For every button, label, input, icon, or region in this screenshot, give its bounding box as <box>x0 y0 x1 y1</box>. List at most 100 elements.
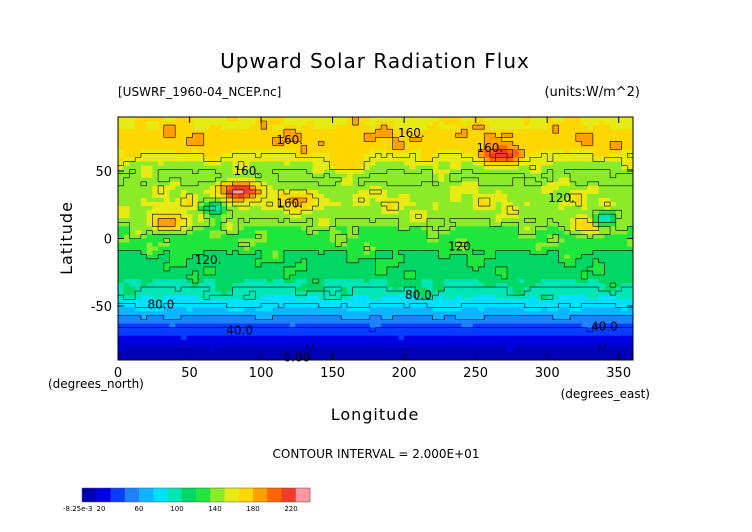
field-cell <box>501 315 508 321</box>
field-cell <box>289 230 296 236</box>
field-cell <box>129 323 136 329</box>
field-cell <box>461 295 468 300</box>
field-cell <box>272 279 279 284</box>
field-cell <box>552 189 560 195</box>
field-cell <box>587 210 594 215</box>
field-cell <box>209 295 216 300</box>
field-cell <box>243 141 251 146</box>
field-cell <box>198 214 205 219</box>
field-cell <box>455 206 462 211</box>
field-cell <box>495 319 502 325</box>
field-cell <box>415 185 422 191</box>
field-cell <box>581 169 588 175</box>
field-cell <box>444 206 451 211</box>
field-cell <box>346 165 354 171</box>
field-cell <box>575 291 583 296</box>
field-cell <box>346 270 354 276</box>
field-cell <box>564 307 571 312</box>
field-cell <box>186 283 193 288</box>
field-cell <box>570 323 577 329</box>
field-cell <box>238 169 245 175</box>
field-cell <box>301 125 308 130</box>
field-cell <box>570 242 577 248</box>
field-cell <box>598 117 605 122</box>
field-cell <box>186 254 193 260</box>
field-cell <box>558 149 565 155</box>
field-cell <box>278 125 285 130</box>
field-cell <box>409 299 417 304</box>
field-cell <box>169 198 176 203</box>
field-cell <box>203 222 211 227</box>
field-cell <box>592 250 600 256</box>
field-cell <box>501 189 508 195</box>
field-cell <box>358 283 365 288</box>
field-cell <box>530 331 537 337</box>
field-cell <box>530 279 537 284</box>
field-cell <box>438 230 445 236</box>
field-cell <box>472 299 480 304</box>
field-cell <box>472 206 480 211</box>
field-cell <box>301 339 308 345</box>
field-cell <box>427 299 434 304</box>
field-cell <box>352 242 359 248</box>
field-cell <box>146 323 153 329</box>
field-cell <box>484 274 491 280</box>
field-cell <box>221 121 228 126</box>
field-cell <box>558 161 565 167</box>
field-cell <box>352 303 359 308</box>
field-cell <box>312 210 319 215</box>
field-cell <box>592 246 600 252</box>
field-cell <box>295 202 302 207</box>
field-cell <box>581 283 588 288</box>
field-cell <box>118 266 125 272</box>
field-cell <box>198 234 205 240</box>
field-cell <box>209 149 216 155</box>
field-cell <box>501 129 508 134</box>
field-cell <box>364 311 371 317</box>
field-cell <box>255 335 262 341</box>
field-cell <box>478 137 485 142</box>
field-cell <box>301 230 308 236</box>
field-cell <box>278 287 285 292</box>
field-cell <box>512 206 520 211</box>
field-cell <box>530 319 537 325</box>
field-cell <box>627 262 633 268</box>
field-cell <box>621 181 628 187</box>
field-cell <box>512 125 520 130</box>
field-cell <box>478 214 485 219</box>
field-cell <box>186 214 193 219</box>
field-cell <box>564 161 571 167</box>
field-cell <box>158 125 165 130</box>
field-cell <box>140 226 148 231</box>
field-cell <box>375 173 382 179</box>
field-cell <box>621 315 628 321</box>
field-cell <box>198 173 205 179</box>
field-cell <box>392 133 399 138</box>
field-cell <box>461 299 468 304</box>
field-cell <box>301 238 308 244</box>
field-cell <box>598 133 605 138</box>
field-cell <box>358 307 365 312</box>
field-cell <box>535 198 543 203</box>
field-cell <box>329 323 337 329</box>
field-cell <box>495 173 502 179</box>
field-cell <box>163 335 171 341</box>
field-cell <box>438 226 445 231</box>
field-cell <box>598 161 605 167</box>
field-cell <box>598 169 605 175</box>
field-cell <box>472 242 480 248</box>
field-cell <box>369 185 377 191</box>
field-cell <box>123 283 131 288</box>
field-cell <box>306 145 314 150</box>
field-cell <box>232 323 239 329</box>
field-cell <box>461 331 468 337</box>
field-cell <box>467 262 474 268</box>
field-cell <box>324 327 331 333</box>
field-cell <box>123 214 131 219</box>
field-cell <box>238 149 245 155</box>
field-cell <box>587 173 594 179</box>
field-cell <box>478 279 485 284</box>
field-cell <box>324 129 331 134</box>
field-cell <box>295 133 302 138</box>
field-cell <box>295 210 302 215</box>
